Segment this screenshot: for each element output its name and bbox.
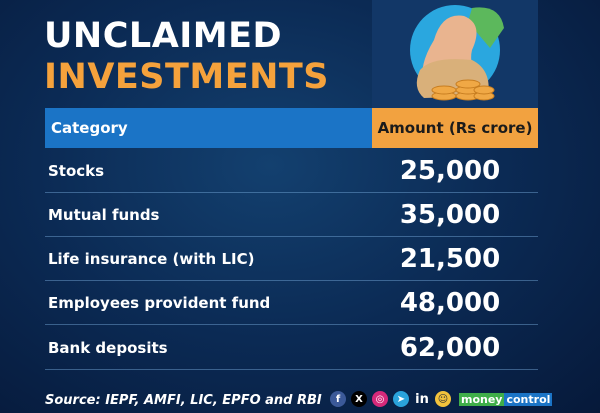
title-line-1: UNCLAIMED — [44, 16, 283, 56]
title-line-2: INVESTMENTS — [44, 57, 330, 97]
facebook-icon[interactable]: f — [330, 391, 346, 407]
row-category: Employees provident fund — [48, 293, 271, 312]
column-header-category: Category — [45, 108, 372, 148]
money-bag-illustration — [372, 0, 538, 108]
x-icon[interactable]: X — [351, 391, 367, 407]
row-amount: 21,500 — [399, 243, 501, 274]
brand-part-1: money — [459, 392, 505, 406]
table-row: Bank deposits 62,000 — [45, 326, 538, 370]
row-category: Mutual funds — [48, 205, 160, 224]
table-row: Mutual funds 35,000 — [45, 193, 538, 237]
row-category: Life insurance (with LIC) — [48, 249, 255, 268]
row-amount: 62,000 — [399, 332, 501, 363]
row-category: Stocks — [48, 161, 105, 180]
table-row: Employees provident fund 48,000 — [45, 281, 538, 325]
snapchat-icon[interactable]: ☺ — [435, 391, 451, 407]
row-category: Bank deposits — [48, 338, 168, 357]
instagram-icon[interactable]: ◎ — [372, 391, 388, 407]
brand-part-2: control — [504, 392, 553, 406]
social-links: f X ◎ ➤ in ☺ money control — [330, 391, 555, 407]
linkedin-icon[interactable]: in — [415, 391, 429, 407]
row-amount: 35,000 — [399, 199, 501, 230]
row-amount: 25,000 — [399, 155, 501, 186]
telegram-icon[interactable]: ➤ — [393, 391, 409, 407]
source-note: Source: IEPF, AMFI, LIC, EPFO and RBI — [45, 393, 322, 408]
table-row: Life insurance (with LIC) 21,500 — [45, 237, 538, 281]
column-header-amount: Amount (Rs crore) — [372, 108, 538, 148]
row-amount: 48,000 — [399, 287, 501, 318]
table-row: Stocks 25,000 — [45, 149, 538, 193]
moneycontrol-logo: money control — [456, 392, 555, 407]
